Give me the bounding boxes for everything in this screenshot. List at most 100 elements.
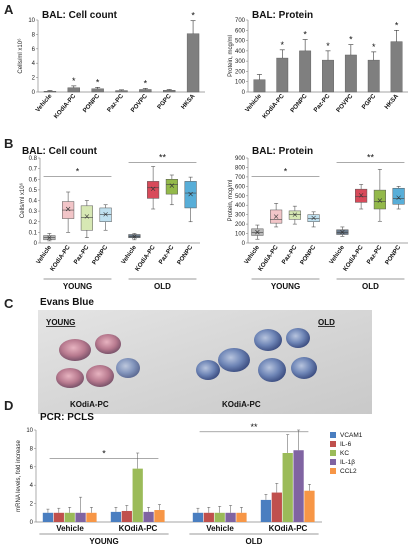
photo-young-caption: KOdiA-PC — [70, 400, 109, 409]
D-legend-label: CCL2 — [340, 468, 357, 475]
D-bar — [53, 512, 64, 522]
A2-category-label: PGPC — [361, 92, 378, 110]
photo-young-label: YOUNG — [46, 318, 75, 327]
A2-bar — [276, 57, 289, 93]
D-legend-swatch — [330, 468, 336, 474]
D-bar — [132, 468, 143, 522]
A2-sig-marker: * — [281, 40, 285, 50]
B1-box — [80, 205, 93, 231]
B2-category-label: PONPC — [384, 244, 403, 266]
B2-y-tick-label: 400 — [235, 203, 246, 209]
D-bar — [110, 511, 122, 522]
D-bar — [64, 512, 75, 522]
A2-y-tick-label: 0 — [242, 90, 246, 96]
B1-sig-marker: * — [76, 167, 80, 177]
A2-category-label: Paz-PC — [312, 92, 331, 113]
D-bar — [86, 512, 97, 522]
B2-group-label: OLD — [362, 282, 379, 291]
B1-mean-marker — [65, 206, 71, 212]
D-bar — [282, 453, 293, 522]
B2-sig-marker: ** — [367, 152, 375, 162]
D-legend-swatch — [330, 432, 336, 438]
B1-mean-marker — [47, 235, 52, 240]
D-y-axis-label: mRNA levels, fold increase — [16, 439, 22, 511]
B2-category-label: PONPC — [299, 244, 318, 266]
A2-category-label: HKSA — [383, 92, 400, 110]
A1-y-tick-label: 2 — [32, 76, 36, 82]
A2-y-tick-label: 300 — [235, 59, 246, 65]
B2-mean-marker — [396, 195, 401, 200]
D-y-tick-label: 6 — [30, 465, 34, 471]
B2-y-tick-label: 800 — [235, 165, 246, 171]
B2-y-axis-label: Protein, mcg/ml — [228, 180, 234, 222]
B1-mean-marker — [188, 191, 193, 197]
D-legend-swatch — [330, 441, 336, 447]
lung-young-2 — [95, 334, 121, 354]
A2-bar — [344, 54, 357, 93]
D-group-label: YOUNG — [89, 537, 118, 546]
D-category-label: KOdiA-PC — [119, 524, 158, 533]
A1-y-tick-label: 10 — [28, 18, 35, 24]
panel-letter-d: D — [4, 398, 13, 413]
B2-category-label: Paz-PC — [366, 244, 384, 266]
D-bar — [42, 512, 54, 522]
B2-y-tick-label: 0 — [242, 241, 246, 247]
panel-letter-b: B — [4, 136, 13, 151]
B2-y-tick-label: 300 — [235, 213, 246, 219]
B1-box — [184, 181, 197, 209]
photo-old-label: OLD — [318, 318, 335, 327]
B1-title: BAL: Cell count — [22, 146, 98, 157]
A2-sig-marker: * — [349, 35, 353, 45]
B1-y-tick-label: 0.2 — [29, 220, 38, 226]
B1-box — [147, 181, 160, 199]
B2-box — [373, 189, 386, 210]
A1-category-label: KOdiA-PC — [53, 92, 78, 120]
A2-y-tick-label: 500 — [235, 39, 246, 45]
B1-y-tick-label: 0.5 — [29, 188, 38, 194]
A2-y-tick-label: 600 — [235, 28, 246, 34]
A1-category-label: Vehicle — [34, 92, 53, 113]
D-bar — [203, 512, 214, 522]
B1-category-label: PONPC — [176, 244, 195, 266]
D-legend-label: KC — [340, 450, 349, 457]
D-bar — [236, 512, 247, 522]
D-bar — [214, 512, 225, 522]
A2-bar — [390, 41, 403, 93]
A1-sig-marker: * — [144, 78, 148, 88]
D-legend-swatch — [330, 450, 336, 456]
B2-mean-marker — [358, 193, 364, 198]
B1-category-label: Paz-PC — [158, 244, 176, 266]
D-legend-swatch — [330, 459, 336, 465]
B2-category-label: Vehicle — [328, 244, 346, 266]
A1-bar — [186, 33, 200, 93]
A1-bar — [139, 89, 152, 93]
B2-box — [355, 188, 368, 203]
B1-mean-marker — [132, 234, 137, 239]
A1-bar — [163, 89, 176, 93]
A1-category-label: PGPC — [156, 92, 173, 110]
B2-mean-marker — [273, 214, 279, 219]
B1-group-label: YOUNG — [63, 282, 92, 291]
A1-bar — [91, 88, 104, 93]
A2-sig-marker: * — [372, 42, 376, 52]
photo-old-caption: KOdiA-PC — [222, 400, 261, 409]
panel-d-title: PCR: PCLS — [40, 412, 94, 423]
D-category-label: Vehicle — [206, 524, 234, 533]
lung-old-4 — [258, 358, 286, 382]
D-category-label: KOdiA-PC — [269, 524, 308, 533]
D-legend-label: IL-1β — [340, 459, 355, 466]
D-bar — [271, 492, 282, 522]
B1-y-tick-label: 0 — [34, 241, 38, 247]
D-bar — [304, 490, 315, 522]
A2-bar — [253, 79, 266, 93]
charts-layer: BAL: Cell count 0 2 4 6 8 10 Cells/ml x10⁶ Vehic… — [16, 10, 408, 546]
B2-title: BAL: Protein — [252, 146, 313, 157]
lung-young-1 — [59, 339, 91, 361]
photo-title: Evans Blue — [40, 297, 94, 308]
A1-y-tick-label: 8 — [32, 32, 36, 38]
D-y-tick-label: 2 — [30, 502, 34, 508]
B1-mean-marker — [103, 212, 108, 217]
A2-category-label: POVPC — [335, 92, 355, 114]
B2-mean-marker — [340, 229, 345, 235]
